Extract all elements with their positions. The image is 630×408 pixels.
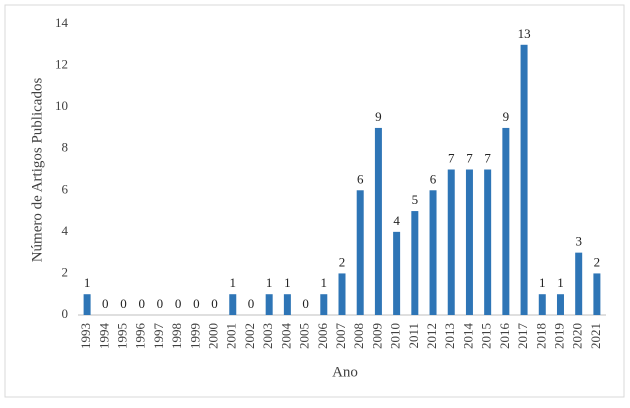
data-label: 7	[448, 150, 455, 165]
data-label: 9	[503, 109, 510, 124]
data-label: 0	[102, 296, 109, 311]
data-label: 4	[393, 213, 400, 228]
x-tick-label: 2015	[479, 323, 494, 349]
bar	[374, 127, 382, 315]
x-tick-label: 2010	[388, 323, 403, 349]
y-tick-label: 8	[62, 140, 69, 155]
x-tick-label: 1997	[151, 323, 166, 350]
y-tick-label: 4	[62, 223, 69, 238]
y-tick-label: 6	[62, 181, 69, 196]
y-tick-label: 12	[55, 57, 68, 72]
y-tick-label: 10	[55, 98, 68, 113]
data-label: 0	[248, 296, 255, 311]
bar	[83, 294, 91, 315]
x-tick-label: 1996	[133, 323, 148, 350]
x-tick-label: 2000	[206, 323, 221, 349]
x-tick-label: 1999	[187, 323, 202, 349]
data-label: 3	[575, 234, 582, 249]
x-tick-label: 1998	[169, 323, 184, 349]
x-tick-label: 2006	[315, 323, 330, 350]
data-label: 5	[412, 192, 419, 207]
bar	[429, 190, 437, 315]
x-tick-label: 2018	[533, 323, 548, 349]
bar	[338, 273, 346, 315]
y-axis-label: Número de Artigos Publicados	[29, 78, 45, 263]
x-tick-label: 2020	[570, 323, 585, 349]
x-tick-label: 2001	[224, 323, 239, 349]
y-tick-label: 2	[62, 264, 69, 279]
x-tick-label: 2016	[497, 323, 512, 350]
data-label: 13	[518, 26, 531, 41]
bar	[229, 294, 237, 315]
x-tick-label: 2009	[369, 323, 384, 349]
bar	[484, 169, 492, 315]
bar	[411, 211, 419, 315]
bar	[465, 169, 473, 315]
data-label: 2	[594, 254, 601, 269]
bar	[356, 190, 364, 315]
data-label: 7	[484, 150, 491, 165]
data-label: 1	[266, 275, 273, 290]
data-label: 1	[284, 275, 291, 290]
x-tick-label: 2005	[297, 323, 312, 349]
data-label: 0	[120, 296, 127, 311]
data-label: 6	[357, 171, 364, 186]
x-tick-label: 2021	[588, 323, 603, 349]
y-tick-label: 0	[62, 306, 69, 321]
data-label: 0	[175, 296, 182, 311]
data-label: 0	[302, 296, 309, 311]
x-tick-label: 2014	[460, 323, 475, 350]
x-tick-label: 2017	[515, 323, 530, 350]
bar	[538, 294, 546, 315]
bar	[556, 294, 564, 315]
x-tick-label: 2008	[351, 323, 366, 349]
bar	[502, 127, 510, 315]
bar	[593, 273, 601, 315]
data-label: 0	[157, 296, 164, 311]
x-tick-label: 2013	[442, 323, 457, 349]
data-label: 0	[211, 296, 218, 311]
x-axis-label: Ano	[332, 364, 358, 380]
x-tick-label: 1994	[96, 323, 111, 350]
data-label: 0	[193, 296, 200, 311]
bar	[265, 294, 273, 315]
bar	[447, 169, 455, 315]
data-label: 1	[321, 275, 328, 290]
y-tick-label: 14	[55, 15, 69, 30]
bar	[320, 294, 328, 315]
x-tick-label: 2003	[260, 323, 275, 349]
data-label: 2	[339, 254, 346, 269]
data-label: 1	[84, 275, 91, 290]
bar	[520, 44, 528, 316]
bar	[393, 231, 401, 315]
data-label: 7	[466, 150, 473, 165]
x-tick-label: 2011	[406, 323, 421, 349]
bar	[575, 252, 583, 315]
x-tick-label: 2012	[424, 323, 439, 349]
data-label: 9	[375, 109, 382, 124]
x-tick-label: 1995	[115, 323, 130, 349]
x-tick-label: 1993	[78, 323, 93, 349]
x-tick-label: 2007	[333, 323, 348, 350]
data-label: 1	[230, 275, 237, 290]
x-tick-label: 2019	[551, 323, 566, 349]
x-tick-label: 2004	[278, 323, 293, 350]
x-tick-label: 2002	[242, 323, 257, 349]
data-label: 6	[430, 171, 437, 186]
bar	[283, 294, 291, 315]
data-label: 1	[557, 275, 564, 290]
data-label: 0	[138, 296, 145, 311]
data-label: 1	[539, 275, 546, 290]
